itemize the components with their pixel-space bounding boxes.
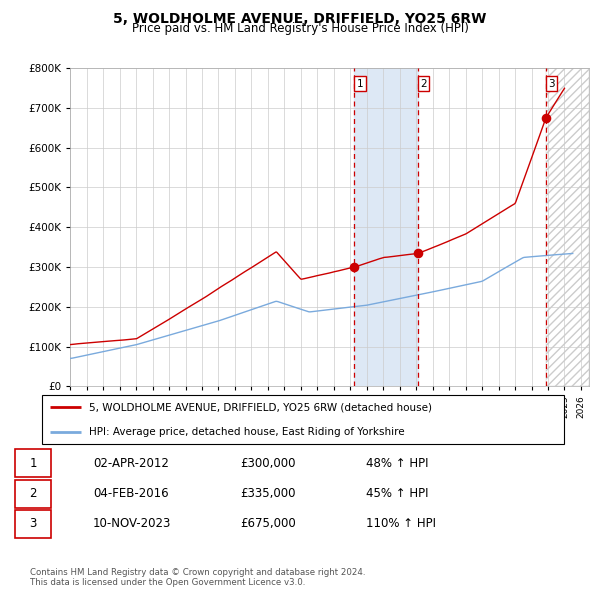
- Text: 3: 3: [29, 517, 37, 530]
- Bar: [546, 68, 589, 386]
- Point: [350, 262, 359, 271]
- Text: 5, WOLDHOLME AVENUE, DRIFFIELD, YO25 6RW: 5, WOLDHOLME AVENUE, DRIFFIELD, YO25 6RW: [113, 12, 487, 26]
- Point: [413, 248, 422, 258]
- Text: £300,000: £300,000: [240, 457, 296, 470]
- Text: 45% ↑ HPI: 45% ↑ HPI: [366, 487, 428, 500]
- Text: 48% ↑ HPI: 48% ↑ HPI: [366, 457, 428, 470]
- Text: 1: 1: [357, 79, 364, 88]
- Text: 2: 2: [420, 79, 427, 88]
- Text: Price paid vs. HM Land Registry's House Price Index (HPI): Price paid vs. HM Land Registry's House …: [131, 22, 469, 35]
- Text: 2: 2: [29, 487, 37, 500]
- Text: £675,000: £675,000: [240, 517, 296, 530]
- Text: £335,000: £335,000: [240, 487, 296, 500]
- Point: [541, 113, 551, 122]
- Text: 02-APR-2012: 02-APR-2012: [93, 457, 169, 470]
- FancyBboxPatch shape: [42, 395, 564, 444]
- Text: 110% ↑ HPI: 110% ↑ HPI: [366, 517, 436, 530]
- Text: 5, WOLDHOLME AVENUE, DRIFFIELD, YO25 6RW (detached house): 5, WOLDHOLME AVENUE, DRIFFIELD, YO25 6RW…: [89, 402, 432, 412]
- Text: 04-FEB-2016: 04-FEB-2016: [93, 487, 169, 500]
- Text: 3: 3: [548, 79, 555, 88]
- Text: 1: 1: [29, 457, 37, 470]
- Bar: [355, 68, 418, 386]
- Text: 10-NOV-2023: 10-NOV-2023: [93, 517, 172, 530]
- Text: HPI: Average price, detached house, East Riding of Yorkshire: HPI: Average price, detached house, East…: [89, 427, 404, 437]
- Text: Contains HM Land Registry data © Crown copyright and database right 2024.
This d: Contains HM Land Registry data © Crown c…: [30, 568, 365, 587]
